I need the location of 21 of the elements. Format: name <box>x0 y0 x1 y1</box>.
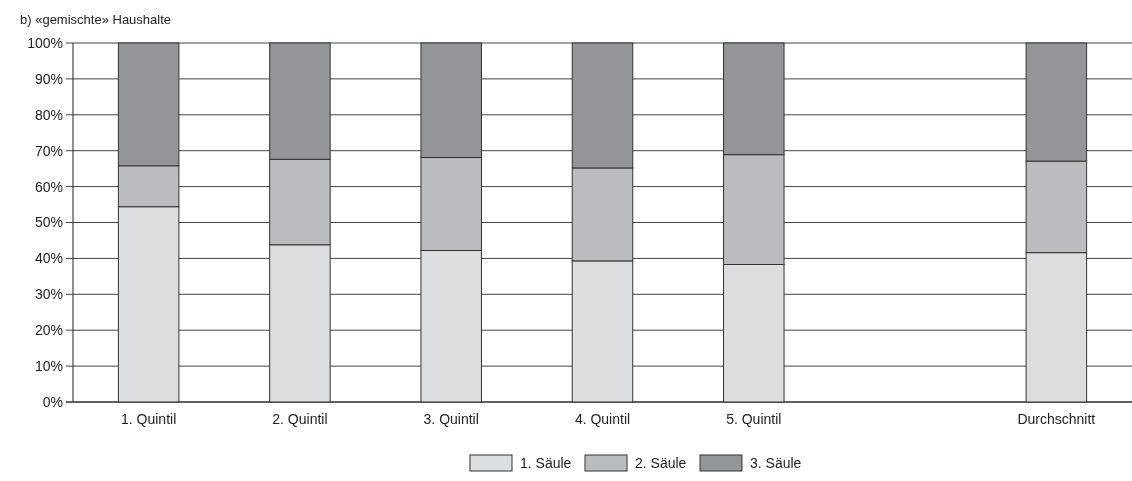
y-tick-label: 10% <box>34 358 63 374</box>
y-tick-label: 20% <box>34 322 63 339</box>
y-tick-label: 50% <box>34 214 63 231</box>
y-tick-label: 80% <box>34 106 63 123</box>
y-tick-label: 90% <box>34 70 63 87</box>
x-tick-label: 4. Quintil <box>574 411 631 427</box>
x-tick-label: 3. Quintil <box>423 411 479 427</box>
x-tick-label: 5. Quintil <box>726 411 782 427</box>
y-tick-label: 60% <box>34 178 63 195</box>
x-tick-label: 2. Quintil <box>272 411 328 427</box>
legend-label: 3. Säule <box>750 454 802 471</box>
y-tick-label: 40% <box>34 250 63 267</box>
y-tick-label: 70% <box>34 142 63 159</box>
legend-label: 1. Säule <box>520 454 572 471</box>
legend-label: 2. Säule <box>635 454 687 471</box>
y-tick-label: 0% <box>42 393 63 410</box>
x-tick-label: Durchschnitt <box>1017 411 1096 427</box>
chart-title: b) «gemischte» Haushalte <box>20 12 172 27</box>
y-tick-label: 30% <box>34 286 63 303</box>
y-tick-label: 100% <box>27 34 63 51</box>
x-tick-label: 1. Quintil <box>121 411 177 427</box>
